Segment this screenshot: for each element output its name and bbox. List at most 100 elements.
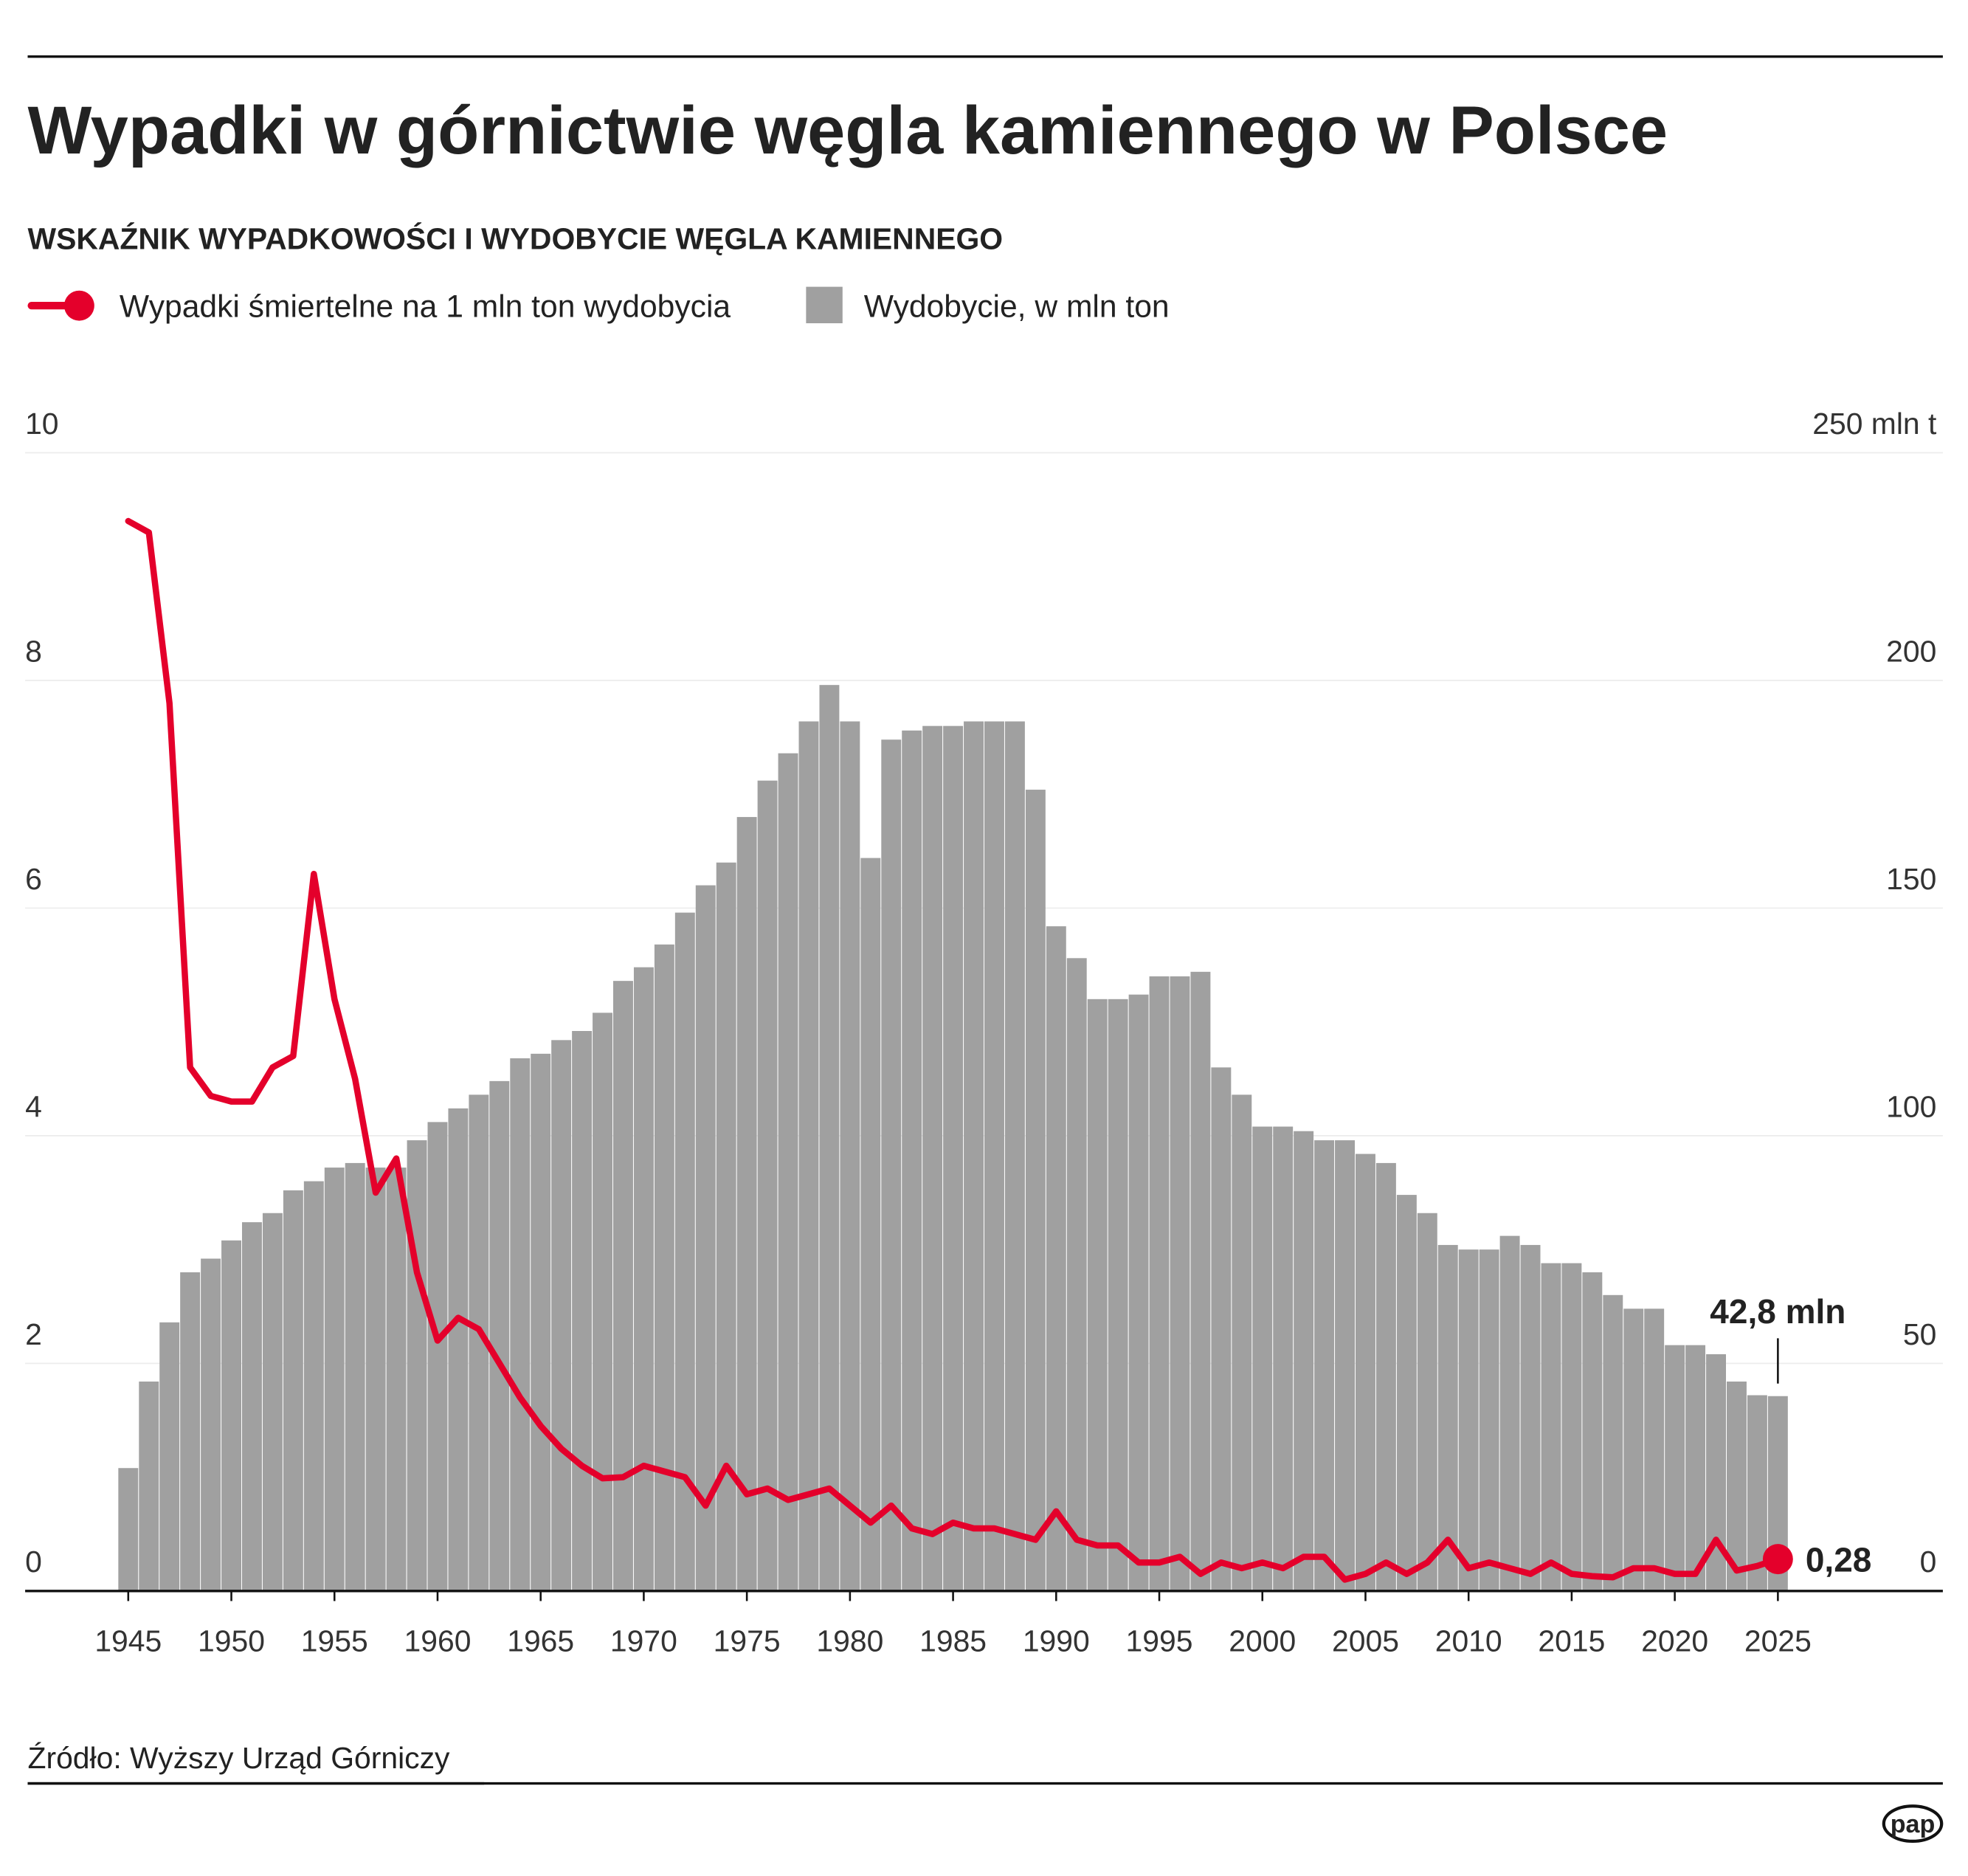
- end-dot: [1762, 1544, 1793, 1575]
- bar: [1582, 1272, 1603, 1591]
- bar: [324, 1168, 345, 1591]
- bar: [1499, 1235, 1520, 1591]
- bar: [159, 1322, 180, 1591]
- line: [125, 517, 1781, 1583]
- y-tick-label: 8: [25, 634, 42, 668]
- y2-tick-label: 250 mln t: [1812, 407, 1937, 441]
- bar: [1685, 1345, 1706, 1591]
- bar: [964, 721, 984, 1591]
- bar: [757, 780, 778, 1591]
- bar: [1665, 1345, 1685, 1591]
- bar: [633, 967, 654, 1591]
- bar: [1396, 1195, 1417, 1591]
- y-tick-label: 6: [25, 862, 42, 896]
- bar: [1458, 1249, 1479, 1591]
- bar: [180, 1272, 201, 1591]
- y2-tick-label: 100: [1886, 1089, 1936, 1123]
- bar: [489, 1080, 510, 1591]
- x-tick-label: 1990: [1023, 1624, 1090, 1658]
- bar: [695, 885, 716, 1591]
- bar: [1190, 971, 1211, 1591]
- bar: [1375, 1162, 1396, 1591]
- bar: [139, 1382, 159, 1591]
- data-label: 42,8 mln: [1710, 1292, 1846, 1331]
- bar: [778, 753, 798, 1591]
- bar: [1108, 999, 1128, 1591]
- bar: [902, 730, 922, 1591]
- bar: [840, 721, 860, 1591]
- bars: [118, 685, 1788, 1591]
- bar: [613, 981, 633, 1591]
- bar: [303, 1181, 324, 1591]
- bar: [1066, 958, 1087, 1591]
- x-tick-label: 1985: [919, 1624, 987, 1658]
- bar: [1211, 1067, 1232, 1591]
- x-tick-label: 1960: [404, 1624, 472, 1658]
- bar: [427, 1122, 448, 1591]
- bar: [242, 1222, 262, 1591]
- bar: [1128, 994, 1149, 1591]
- bar: [1437, 1244, 1458, 1591]
- lines: 0,28 42,8 mln: [125, 517, 1872, 1583]
- logo: pap: [1891, 1810, 1936, 1838]
- x-tick-label: 2010: [1435, 1624, 1502, 1658]
- legend-swatch: [806, 286, 843, 324]
- bar: [1417, 1213, 1437, 1591]
- bar: [1314, 1140, 1335, 1591]
- bar: [736, 817, 757, 1591]
- y2-tick-label: 150: [1886, 862, 1936, 896]
- x-tick-label: 2005: [1332, 1624, 1399, 1658]
- chart-subtitle: WSKAŹNIK WYPADKOWOŚCI I WYDOBYCIE WĘGLA …: [27, 221, 1003, 255]
- x-tick-label: 1945: [94, 1624, 162, 1658]
- bar: [798, 721, 819, 1591]
- x-tick-label: 1950: [198, 1624, 265, 1658]
- y2-tick-label: 200: [1886, 634, 1936, 668]
- legend-dot: [63, 290, 94, 321]
- bar: [221, 1240, 241, 1591]
- bar: [1273, 1126, 1294, 1591]
- x-tick-label: 1975: [714, 1624, 781, 1658]
- bar: [1025, 790, 1046, 1591]
- y2-tick-label: 0: [1920, 1545, 1937, 1579]
- y2-tick-label: 50: [1903, 1317, 1936, 1351]
- bar: [1087, 999, 1108, 1591]
- bar: [510, 1058, 531, 1591]
- bar: [365, 1168, 386, 1591]
- bar: [283, 1190, 303, 1591]
- bar: [1623, 1308, 1644, 1591]
- bar: [201, 1258, 221, 1591]
- x-tick-label: 2020: [1641, 1624, 1708, 1658]
- bar: [943, 725, 964, 1591]
- bar: [345, 1162, 365, 1591]
- bar: [922, 725, 943, 1591]
- y-tick-label: 10: [25, 407, 58, 441]
- bar: [1603, 1294, 1623, 1591]
- bar: [860, 858, 881, 1591]
- bar: [1335, 1140, 1355, 1591]
- legend-label: Wypadki śmiertelne na 1 mln ton wydobyci…: [120, 289, 731, 324]
- bar: [1644, 1308, 1665, 1591]
- x-tick-label: 1980: [816, 1624, 883, 1658]
- y-tick-label: 2: [25, 1317, 42, 1351]
- bar: [531, 1053, 551, 1591]
- x-tick-label: 1965: [507, 1624, 574, 1658]
- x-tick-label: 2015: [1538, 1624, 1605, 1658]
- chart-title: Wypadki w górnictwie węgla kamiennego w …: [27, 92, 1668, 168]
- legend-label: Wydobycie, w mln ton: [864, 289, 1170, 324]
- bar: [118, 1468, 139, 1591]
- bar: [1356, 1153, 1375, 1591]
- bar: [1149, 976, 1170, 1591]
- bar: [593, 1013, 612, 1591]
- bar: [654, 944, 674, 1591]
- x-tick-label: 2000: [1229, 1624, 1296, 1658]
- x-tick-label: 1970: [610, 1624, 677, 1658]
- bar: [881, 739, 902, 1591]
- legend: Wypadki śmiertelne na 1 mln ton wydobyci…: [27, 286, 1170, 324]
- data-label: 0,28: [1806, 1541, 1872, 1579]
- bar: [1520, 1244, 1541, 1591]
- bar: [386, 1168, 407, 1591]
- x-tick-label: 1995: [1126, 1624, 1193, 1658]
